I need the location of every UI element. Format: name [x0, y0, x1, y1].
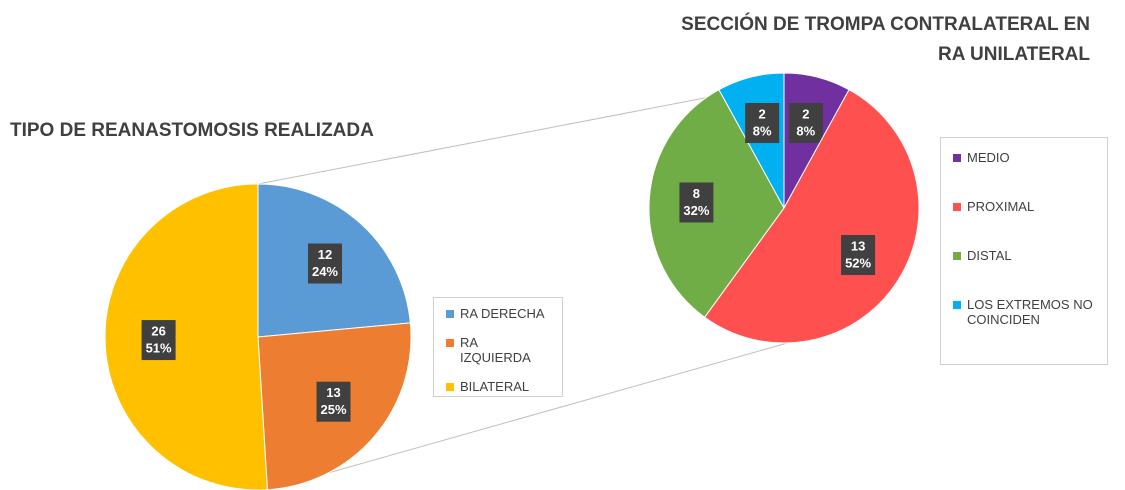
- data-label: 8: [693, 186, 700, 201]
- legend-label: MEDIO: [967, 150, 1010, 165]
- label-box: [745, 103, 780, 144]
- legend-label: DISTAL: [967, 248, 1012, 263]
- legend-label: LOS EXTREMOS NO COINCIDEN: [967, 297, 1093, 327]
- data-label: 8%: [753, 123, 772, 138]
- legend-swatch: [446, 310, 454, 318]
- legend-swatch: [446, 339, 454, 347]
- data-label: 25%: [321, 402, 347, 417]
- data-label: 8%: [796, 123, 815, 138]
- data-label: 13: [851, 238, 865, 253]
- pie-slice: [104, 183, 268, 490]
- data-label: 32%: [683, 203, 709, 218]
- legend-swatch: [953, 154, 961, 162]
- chart-title: TIPO DE REANASTOMOSIS REALIZADA: [10, 120, 374, 141]
- data-label: 2: [802, 106, 809, 121]
- pie-slice: [648, 89, 785, 318]
- legend-item: MEDIO: [953, 150, 1095, 165]
- legend-swatch: [446, 383, 454, 391]
- label-box: [141, 320, 176, 361]
- legend-item: RA IZQUIERDA: [446, 335, 550, 365]
- connector: [257, 94, 721, 185]
- legend-label: BILATERAL: [460, 379, 530, 394]
- data-label: 24%: [312, 264, 338, 279]
- legend-label: RA DERECHA: [460, 306, 545, 321]
- legend: MEDIO PROXIMAL DISTAL LOS EXTREMOS NO COINC…: [940, 137, 1108, 365]
- pie-slice: [703, 89, 920, 344]
- data-label: 12: [318, 247, 332, 262]
- data-label: 2: [759, 106, 766, 121]
- chart-title: SECCIÓN DE TROMPA CONTRALATERAL EN RA UN…: [681, 14, 1090, 65]
- data-label: 51%: [146, 341, 172, 356]
- legend-swatch: [953, 252, 961, 260]
- legend-label: PROXIMAL: [967, 199, 1035, 214]
- legend-item: BILATERAL: [446, 379, 550, 394]
- label-box: [679, 182, 714, 223]
- legend-item: PROXIMAL: [953, 199, 1095, 214]
- legend: RA DERECHA RA IZQUIERDA BILATERAL: [433, 297, 563, 397]
- legend-label: RA IZQUIERDA: [460, 335, 531, 365]
- label-box: [841, 235, 876, 276]
- legend-swatch: [953, 301, 961, 309]
- legend-item: DISTAL: [953, 248, 1095, 263]
- legend-swatch: [953, 203, 961, 211]
- legend-item: RA DERECHA: [446, 306, 550, 321]
- legend-item: LOS EXTREMOS NO COINCIDEN: [953, 297, 1095, 327]
- data-label: 26: [151, 324, 165, 339]
- data-label: 52%: [845, 255, 871, 270]
- label-box: [788, 103, 823, 144]
- data-label: 13: [326, 385, 340, 400]
- label-box: [316, 381, 351, 422]
- connector: [267, 337, 806, 490]
- label-box: [307, 243, 342, 284]
